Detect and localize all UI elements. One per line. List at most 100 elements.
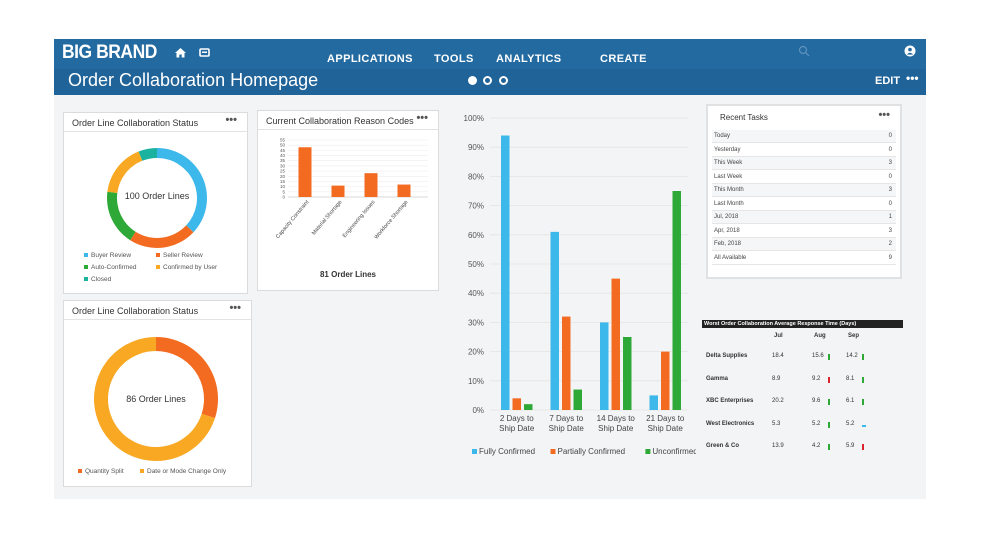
y-tick-label: 0 (282, 195, 285, 200)
trend-down-icon (862, 444, 864, 450)
panel-divider (258, 129, 438, 130)
nav-applications[interactable]: APPLICATIONS (327, 53, 413, 65)
bar-material-shortage[interactable] (331, 185, 345, 197)
panel-menu-button[interactable]: ••• (416, 112, 428, 124)
response-company-green-co: Green & Co (706, 443, 740, 449)
brand-logo[interactable]: BIG BRAND (62, 42, 157, 63)
legend-item-auto-confirmed: Auto-Confirmed (84, 264, 137, 271)
response-company-west-electronics: West Electronics (706, 420, 755, 427)
response-value: 14.2 (846, 353, 858, 359)
bar-fully-confirmed-4[interactable] (649, 395, 659, 410)
document-icon[interactable] (198, 46, 211, 59)
task-count: 3 (888, 187, 892, 193)
bar-partially-confirmed-1[interactable] (512, 398, 522, 410)
bar-unconfirmed-3[interactable] (623, 337, 632, 410)
trend-up-icon (828, 399, 830, 405)
x-tick-label: Material Shortage (311, 199, 344, 236)
trend-up-icon (862, 399, 864, 405)
user-icon[interactable] (904, 45, 916, 57)
trend-up-icon (828, 354, 830, 360)
donut-slice-confirmed-by-user[interactable] (107, 151, 143, 193)
legend-item-confirmed-by-user: Confirmed by User (156, 264, 217, 271)
task-row-last-month[interactable]: Last Month 0 (712, 197, 896, 211)
bar-fully-confirmed-2[interactable] (550, 231, 560, 410)
response-table-title: Worst Order Collaboration Average Respon… (702, 320, 903, 328)
legend-label-unconfirmed: Unconfirmed (652, 447, 696, 456)
task-row-apr-2018[interactable]: Apr, 2018 3 (712, 224, 896, 238)
task-row-this-month[interactable]: This Month 3 (712, 184, 896, 197)
response-value: 6.1 (846, 398, 855, 404)
recent-tasks-panel: Recent Tasks ••• Today 0 Yesterday 0 This We… (706, 104, 902, 279)
response-value: 4.2 (812, 443, 821, 449)
task-row-this-week[interactable]: This Week 3 (712, 157, 896, 170)
y-tick-label: 50% (468, 260, 484, 269)
ship-date-confirmation-chart[interactable]: 0% 10% 20% 30% 40% 50% 60% 70% 80% 90% 100% 2 Days … (452, 108, 696, 460)
bar-engineering-issues[interactable] (364, 173, 378, 197)
response-value: 5.2 (846, 420, 855, 427)
response-column-jul: Jul (774, 333, 783, 339)
panel-menu-button[interactable]: ••• (229, 302, 241, 314)
x-tick-label: 2 Days to (500, 414, 534, 423)
task-period-label: Apr, 2018 (714, 227, 740, 234)
task-row-today[interactable]: Today 0 (712, 130, 896, 143)
bar-capacity-constraint[interactable] (298, 147, 312, 197)
task-row-yesterday[interactable]: Yesterday 0 (712, 143, 896, 157)
donut-slice-quantity-split[interactable] (156, 337, 218, 419)
header-more-menu[interactable]: ••• (906, 71, 919, 85)
panel-title: Order Line Collaboration Status (72, 306, 199, 316)
y-tick-label: 20% (468, 348, 484, 357)
search-icon[interactable] (798, 45, 810, 57)
response-value: 8.1 (846, 375, 855, 382)
carousel-dot-2[interactable] (483, 76, 492, 85)
edit-button[interactable]: EDIT (875, 75, 901, 87)
y-tick-label: 80% (468, 172, 484, 181)
bar-partially-confirmed-4[interactable] (661, 351, 670, 410)
carousel-dot-1[interactable] (468, 76, 477, 85)
panel-menu-button[interactable]: ••• (225, 114, 237, 126)
order-status-panel-2: Order Line Collaboration Status ••• 86 O… (63, 300, 252, 487)
donut-slice-seller-review[interactable] (130, 225, 194, 248)
bar-partially-confirmed-3[interactable] (611, 278, 621, 410)
nav-create[interactable]: CREATE (600, 53, 647, 65)
y-tick-label: 0% (472, 406, 484, 415)
nav-tools[interactable]: TOOLS (434, 53, 474, 65)
y-tick-label: 40 (280, 153, 286, 158)
change-type-donut-chart[interactable] (92, 335, 220, 463)
bar-fully-confirmed-1[interactable] (501, 135, 510, 410)
task-period-label: Today (714, 133, 731, 139)
bar-unconfirmed-2[interactable] (573, 389, 583, 410)
donut-slice-buyer-review[interactable] (157, 148, 207, 233)
carousel-dot-3[interactable] (499, 76, 508, 85)
y-tick-label: 35 (280, 158, 286, 163)
response-value: 20.2 (772, 398, 784, 404)
response-company-delta-supplies: Delta Supplies (706, 353, 748, 359)
legend-label-fully-confirmed: Fully Confirmed (479, 447, 535, 456)
task-count: 0 (888, 146, 892, 153)
y-tick-label: 100% (464, 114, 484, 123)
bar-partially-confirmed-2[interactable] (562, 316, 571, 410)
panel-menu-button[interactable]: ••• (878, 109, 890, 121)
bar-fully-confirmed-3[interactable] (600, 322, 609, 410)
home-icon[interactable] (174, 46, 187, 59)
trend-down-icon (828, 376, 830, 383)
bar-unconfirmed-1[interactable] (524, 404, 533, 410)
task-row-last-week[interactable]: Last Week 0 (712, 170, 896, 184)
x-tick-label: Ship Date (499, 424, 535, 433)
x-tick-label: 21 Days to (646, 414, 685, 423)
bar-workforce-shortage[interactable] (397, 184, 411, 197)
donut-slice-closed[interactable] (138, 148, 157, 161)
y-tick-label: 45 (280, 148, 286, 153)
task-row-all-available[interactable]: All Available 9 (712, 251, 896, 265)
nav-analytics[interactable]: ANALYTICS (496, 53, 562, 65)
panel-title: Recent Tasks (720, 113, 768, 122)
response-value: 9.2 (812, 375, 821, 382)
donut-slice-auto-confirmed[interactable] (107, 191, 136, 241)
status-donut-chart[interactable] (102, 143, 212, 253)
task-row-jul-2018[interactable]: Jul, 2018 1 (712, 211, 896, 224)
trend-flat-icon (862, 424, 866, 427)
task-row-feb-2018[interactable]: Feb, 2018 2 (712, 238, 896, 251)
legend-item-seller-review: Seller Review (156, 252, 203, 259)
task-count: 1 (888, 214, 892, 220)
bar-unconfirmed-4[interactable] (672, 191, 682, 410)
